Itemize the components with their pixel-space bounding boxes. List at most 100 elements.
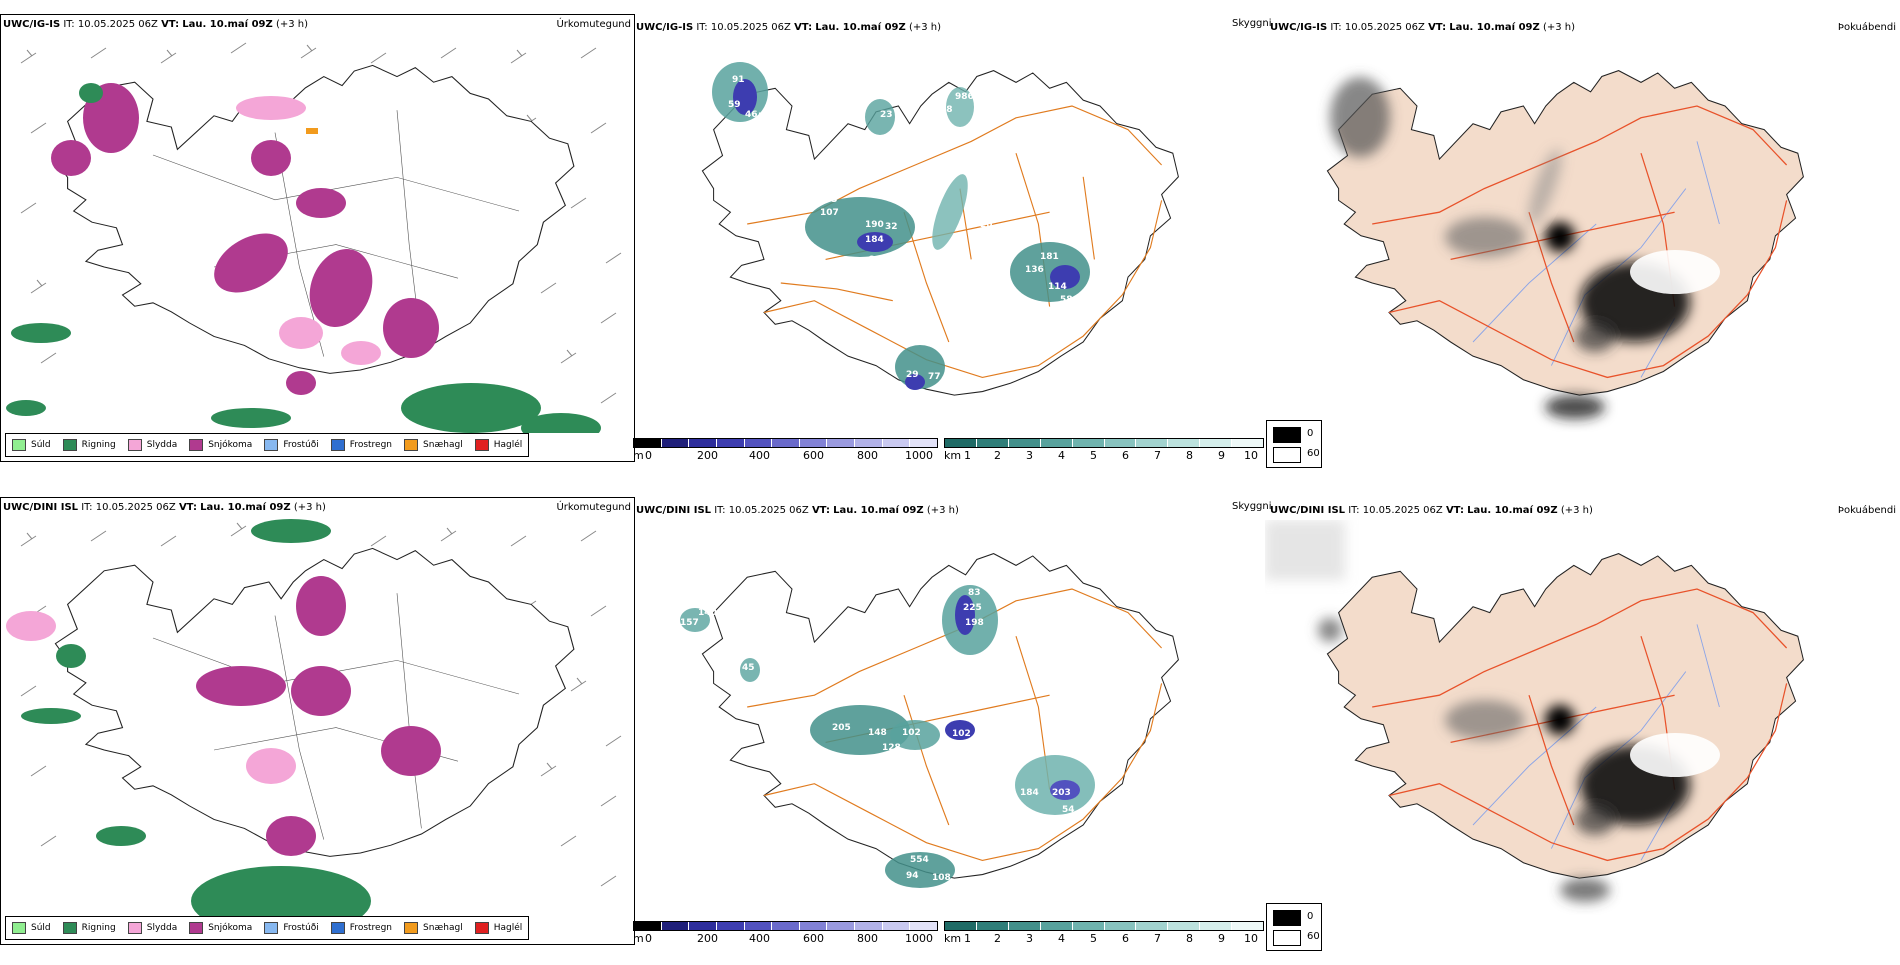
ceiling-label: 128 bbox=[882, 743, 901, 753]
model-name: UWC/IG-IS bbox=[636, 22, 694, 33]
panel-header: UWC/DINI ISL IT: 10.05.2025 06Z VT: Lau.… bbox=[3, 502, 326, 513]
ceiling-label: 170 bbox=[968, 661, 987, 671]
panel-header: UWC/IG-IS IT: 10.05.2025 06Z VT: Lau. 10… bbox=[3, 19, 308, 30]
ceiling-labels: 157 140 45 83 225 198 80 170 205 148 102… bbox=[680, 588, 1075, 883]
legend-swatch bbox=[264, 439, 279, 451]
visibility-colorbar-ticks: km 1 2 3 4 5 6 7 8 9 10 bbox=[944, 932, 1258, 945]
lead-time: (+3 h) bbox=[1542, 22, 1575, 33]
ceiling-label: 23 bbox=[880, 110, 893, 120]
precip-type-legend: Súld Rigning Slydda Snjókoma Frostúði Fr… bbox=[5, 433, 530, 457]
ceiling-label: 190 bbox=[865, 220, 884, 230]
ceiling-label: 157 bbox=[680, 618, 699, 628]
ceiling-label: 225 bbox=[963, 603, 982, 613]
ceiling-label: 181 bbox=[1040, 252, 1059, 262]
precip-type-map bbox=[6, 519, 622, 916]
ceiling-label: 83 bbox=[968, 588, 981, 598]
legend-item: Frostregn bbox=[330, 439, 392, 451]
ceiling-label: 11 bbox=[775, 240, 788, 250]
ceiling-label: 184 bbox=[1020, 788, 1039, 798]
ceiling-label: 64 bbox=[868, 255, 881, 265]
legend-swatch bbox=[189, 439, 204, 451]
ceiling-label: 102 bbox=[952, 729, 971, 739]
ceiling-colorbar: m 0 200 400 600 800 1000 bbox=[633, 921, 938, 945]
panel-header: UWC/IG-IS IT: 10.05.2025 06Z VT: Lau. 10… bbox=[636, 22, 941, 33]
visibility-colorbar-swatches bbox=[944, 438, 1264, 448]
init-time: 10.05.2025 06Z bbox=[95, 502, 176, 513]
ceiling-label: 29 bbox=[906, 370, 919, 380]
legend-swatch bbox=[404, 922, 419, 934]
forecast-row-1: UWC/IG-IS IT: 10.05.2025 06Z VT: Lau. 10… bbox=[0, 12, 1900, 482]
valid-time: Lau. 10.maí 09Z bbox=[1449, 22, 1540, 33]
visibility-patches bbox=[680, 585, 1095, 888]
ceiling-label: 184 bbox=[865, 235, 884, 245]
ceiling-colorbar-swatches bbox=[633, 921, 938, 931]
legend-item: Snjókoma bbox=[189, 922, 252, 934]
legend-item: Frostregn bbox=[330, 922, 392, 934]
ceiling-label: 370 bbox=[902, 265, 921, 275]
panel-title-fog: Þokuábendi bbox=[1837, 22, 1896, 33]
lead-time: (+3 h) bbox=[293, 502, 326, 513]
lead-time: (+3 h) bbox=[1560, 505, 1593, 516]
legend-item: Frostúði bbox=[264, 922, 319, 934]
visibility-patches bbox=[712, 62, 1090, 390]
glacier bbox=[1630, 733, 1720, 777]
ceiling-label: 32 bbox=[885, 222, 898, 232]
valid-time: Lau. 10.maí 09Z bbox=[833, 505, 924, 516]
ceiling-colorbar-swatches bbox=[633, 438, 938, 448]
init-time: 10.05.2025 06Z bbox=[728, 505, 809, 516]
ceiling-label: 77 bbox=[928, 372, 941, 382]
legend-swatch bbox=[12, 922, 26, 934]
lead-time: (+3 h) bbox=[908, 22, 941, 33]
fog-legend: 0 60 bbox=[1266, 903, 1322, 951]
model-name: UWC/IG-IS bbox=[1270, 22, 1328, 33]
ceiling-label: 114 bbox=[1048, 282, 1067, 292]
precip-patches bbox=[6, 83, 601, 433]
ceiling-label: 93 bbox=[825, 195, 838, 205]
legend-item: Haglél bbox=[474, 439, 522, 451]
panel-title-precip: Úrkomutegund bbox=[556, 502, 631, 513]
ceiling-label: 58 bbox=[1060, 295, 1073, 305]
legend-swatch bbox=[404, 439, 419, 451]
legend-swatch bbox=[62, 922, 77, 934]
panel-title-visibility: Skyggni bbox=[1232, 18, 1272, 29]
ceiling-label: 107 bbox=[820, 208, 839, 218]
panel-title-visibility: Skyggni bbox=[1232, 501, 1272, 512]
legend-item: Snæhagl bbox=[404, 922, 463, 934]
ceiling-label: 102 bbox=[902, 728, 921, 738]
init-time: 10.05.2025 06Z bbox=[710, 22, 791, 33]
ceiling-colorbar: m 0 200 400 600 800 1000 bbox=[633, 438, 938, 462]
panel-title-precip: Úrkomutegund bbox=[556, 19, 631, 30]
precip-type-map bbox=[6, 42, 622, 433]
model-name: UWC/DINI ISL bbox=[636, 505, 712, 516]
valid-time: Lau. 10.maí 09Z bbox=[182, 19, 273, 30]
ceiling-label: 80 bbox=[922, 623, 935, 633]
precip-type-legend: Súld Rigning Slydda Snjókoma Frostúði Fr… bbox=[5, 916, 530, 940]
ceiling-colorbar-ticks: m 0 200 400 600 800 1000 bbox=[633, 449, 933, 462]
valid-time: Lau. 10.maí 09Z bbox=[200, 502, 291, 513]
init-time: 10.05.2025 06Z bbox=[1344, 22, 1425, 33]
panel-title-fog: Þokuábendi bbox=[1837, 505, 1896, 516]
visibility-map: 157 140 45 83 225 198 80 170 205 148 102… bbox=[680, 553, 1179, 888]
ceiling-label: 108 bbox=[932, 873, 951, 883]
legend-item: Rigning bbox=[62, 439, 116, 451]
legend-swatch bbox=[264, 922, 279, 934]
fog-legend: 0 60 bbox=[1266, 420, 1322, 468]
fog-legend-black bbox=[1273, 910, 1301, 926]
legend-item: Súld bbox=[12, 922, 51, 934]
legend-swatch bbox=[330, 922, 345, 934]
visibility-colorbar-ticks: km 1 2 3 4 5 6 7 8 9 10 bbox=[944, 449, 1258, 462]
legend-swatch bbox=[474, 922, 489, 934]
panel-header: UWC/DINI ISL IT: 10.05.2025 06Z VT: Lau.… bbox=[636, 505, 959, 516]
init-time: 10.05.2025 06Z bbox=[77, 19, 158, 30]
model-name: UWC/DINI ISL bbox=[3, 502, 79, 513]
legend-swatch bbox=[12, 439, 26, 451]
legend-item: Rigning bbox=[62, 922, 116, 934]
glacier bbox=[1630, 250, 1720, 294]
ceiling-label: 54 bbox=[1062, 805, 1075, 815]
forecast-row-2: UWC/DINI ISL IT: 10.05.2025 06Z VT: Lau.… bbox=[0, 495, 1900, 965]
legend-item: Frostúði bbox=[264, 439, 319, 451]
legend-swatch bbox=[189, 922, 204, 934]
lead-time: (+3 h) bbox=[275, 19, 308, 30]
legend-item: Slydda bbox=[127, 922, 177, 934]
fog-map bbox=[1326, 70, 1804, 419]
